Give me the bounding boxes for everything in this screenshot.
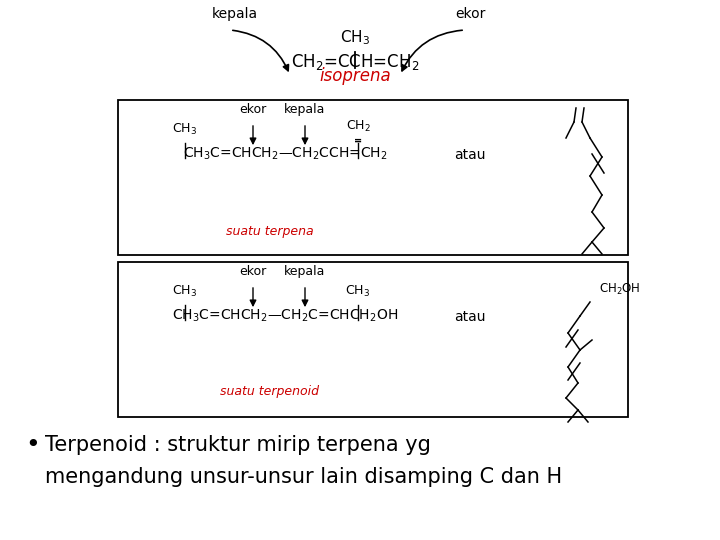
- Text: CH$_2$: CH$_2$: [346, 119, 370, 134]
- Text: atau: atau: [454, 310, 486, 324]
- Text: isoprena: isoprena: [319, 67, 391, 85]
- Text: $\mathbf{=}$: $\mathbf{=}$: [353, 135, 364, 145]
- Text: suatu terpenoid: suatu terpenoid: [220, 385, 320, 398]
- Text: CH$_3$: CH$_3$: [172, 284, 197, 299]
- Text: CH$_2$OH: CH$_2$OH: [599, 282, 641, 297]
- Text: kepala: kepala: [212, 7, 258, 21]
- Text: CH$_2$=CCH=CH$_2$: CH$_2$=CCH=CH$_2$: [291, 52, 419, 72]
- Text: kepala: kepala: [284, 103, 325, 116]
- Text: CH$_3$C=CHCH$_2$—CH$_2$C=CHCH$_2$OH: CH$_3$C=CHCH$_2$—CH$_2$C=CHCH$_2$OH: [172, 308, 398, 324]
- Text: CH$_3$: CH$_3$: [172, 122, 197, 137]
- Text: kepala: kepala: [284, 265, 325, 278]
- Text: CH$_3$C=CHCH$_2$—CH$_2$CCH=CH$_2$: CH$_3$C=CHCH$_2$—CH$_2$CCH=CH$_2$: [183, 146, 387, 162]
- Text: Terpenoid : struktur mirip terpena yg: Terpenoid : struktur mirip terpena yg: [45, 435, 431, 455]
- Text: ekor: ekor: [239, 265, 266, 278]
- Bar: [118, 262, 628, 417]
- Text: mengandung unsur-unsur lain disamping C dan H: mengandung unsur-unsur lain disamping C …: [45, 467, 562, 487]
- Text: atau: atau: [454, 148, 486, 162]
- Text: •: •: [25, 433, 40, 457]
- Bar: [118, 100, 628, 255]
- Text: CH$_3$: CH$_3$: [340, 28, 370, 46]
- Text: ekor: ekor: [455, 7, 485, 21]
- Text: ekor: ekor: [239, 103, 266, 116]
- Text: suatu terpena: suatu terpena: [226, 225, 314, 238]
- Text: CH$_3$: CH$_3$: [346, 284, 371, 299]
